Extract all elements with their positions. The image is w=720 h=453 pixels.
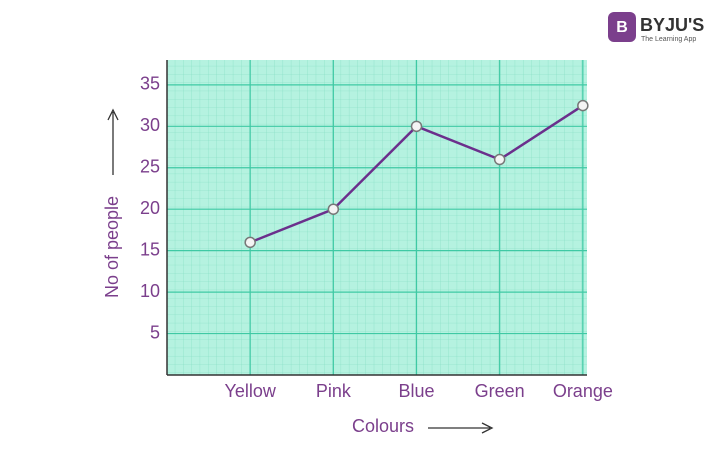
x-arrow (428, 422, 494, 434)
brand: BYJU'S (640, 15, 704, 35)
x-tick-label: Orange (553, 381, 613, 401)
point (244, 236, 256, 249)
x-axis-label: Colours (352, 416, 414, 436)
point (577, 99, 589, 112)
grid (167, 60, 587, 375)
graph-paper (167, 60, 587, 375)
tagline: The Learning App (641, 36, 696, 43)
x-tick-label: Yellow (224, 381, 276, 401)
x-tick-label: Green (475, 381, 525, 401)
logo-letter: B (616, 19, 628, 36)
point (327, 203, 340, 215)
point (410, 120, 423, 133)
x-tick-label: Blue (398, 381, 434, 401)
logo-icon (608, 12, 636, 42)
y-tick-label: 25 (140, 157, 160, 177)
point (493, 153, 506, 166)
x-tick-label: Pink (316, 381, 352, 401)
y-arrow (107, 108, 119, 175)
y-tick-label: 10 (140, 281, 160, 301)
y-tick-label: 20 (140, 198, 160, 218)
y-axis-label: No of people (102, 196, 122, 298)
y-tick-label: 30 (140, 115, 160, 135)
y-tick-label: 35 (140, 74, 160, 94)
y-tick-label: 5 (150, 322, 160, 342)
y-tick-label: 15 (140, 239, 160, 259)
